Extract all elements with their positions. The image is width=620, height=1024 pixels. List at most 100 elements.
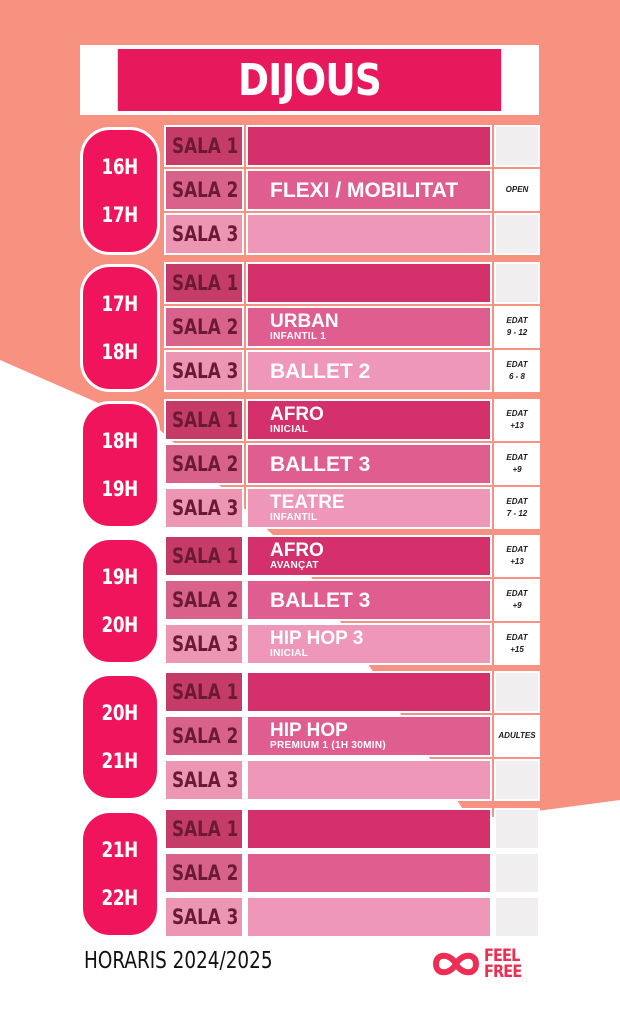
time-range-pill: 21H 22H bbox=[80, 810, 160, 938]
schedule-row: SALA 1 bbox=[164, 262, 540, 304]
room-label: SALA 2 bbox=[164, 715, 244, 757]
activity-name: BALLET 3 bbox=[270, 452, 371, 476]
room-label: SALA 3 bbox=[164, 623, 244, 665]
age-cell: EDAT +9 bbox=[494, 579, 540, 621]
title-banner: DIJOUS bbox=[80, 45, 539, 115]
time-range-pill: 17H 18H bbox=[80, 264, 160, 392]
room-label-text: SALA 3 bbox=[172, 632, 239, 656]
activity-cell: HIP HOP 3 INICIAL bbox=[246, 623, 492, 665]
room-label-text: SALA 3 bbox=[172, 222, 239, 246]
schedule-row: SALA 1 AFRO INICIAL EDAT +13 bbox=[164, 399, 540, 441]
room-label-text: SALA 1 bbox=[172, 817, 239, 841]
age-cell bbox=[494, 213, 540, 255]
activity-name: BALLET 3 bbox=[270, 588, 371, 612]
activity-name: FLEXI / MOBILITAT bbox=[270, 178, 459, 202]
age-label: EDAT bbox=[506, 453, 528, 462]
room-label: SALA 1 bbox=[164, 535, 244, 577]
time-block: 19H 20H SALA 1 AFRO AVANÇAT EDAT +13 SALA 2 BALL… bbox=[80, 535, 540, 667]
activity-cell bbox=[246, 671, 492, 713]
activity-cell: BALLET 3 bbox=[246, 443, 492, 485]
end-time: 18H bbox=[101, 340, 139, 364]
start-time: 21H bbox=[101, 838, 139, 862]
activity-name: AFRO bbox=[270, 404, 324, 425]
end-time: 19H bbox=[101, 477, 139, 501]
room-label: SALA 2 bbox=[164, 852, 244, 894]
activity-cell bbox=[246, 896, 492, 938]
age-label: EDAT bbox=[506, 633, 528, 642]
activity-cell bbox=[246, 759, 492, 801]
schedule-row: SALA 2 HIP HOP PREMIUM 1 (1H 30MIN) ADULTES bbox=[164, 715, 540, 757]
room-label-text: SALA 2 bbox=[172, 178, 239, 202]
age-cell: ADULTES bbox=[494, 715, 540, 757]
activity-level: INFANTIL 1 bbox=[270, 331, 327, 342]
time-block: 21H 22H SALA 1 SALA 2 SALA 3 bbox=[80, 808, 540, 940]
activity-cell bbox=[246, 262, 492, 304]
activity-name: BALLET 2 bbox=[270, 359, 371, 383]
room-label: SALA 3 bbox=[164, 896, 244, 938]
room-label-text: SALA 2 bbox=[172, 452, 239, 476]
end-time: 17H bbox=[101, 203, 139, 227]
time-block: 20H 21H SALA 1 SALA 2 HIP HOP PREMIUM 1 (1H 3… bbox=[80, 671, 540, 803]
age-cell bbox=[494, 808, 540, 850]
activity-level: INICIAL bbox=[270, 648, 309, 659]
activity-level: INICIAL bbox=[270, 424, 309, 435]
schedule-row: SALA 3 bbox=[164, 896, 540, 938]
room-label: SALA 1 bbox=[164, 808, 244, 850]
room-label-text: SALA 2 bbox=[172, 861, 239, 885]
schedule-row: SALA 2 BALLET 3 EDAT +9 bbox=[164, 443, 540, 485]
room-label: SALA 1 bbox=[164, 125, 244, 167]
activity-cell: AFRO AVANÇAT bbox=[246, 535, 492, 577]
age-cell: EDAT +15 bbox=[494, 623, 540, 665]
age-cell: EDAT 9 - 12 bbox=[494, 306, 540, 348]
age-cell bbox=[494, 671, 540, 713]
activity-cell bbox=[246, 808, 492, 850]
activity-name: HIP HOP bbox=[270, 720, 348, 741]
age-cell: EDAT 6 - 8 bbox=[494, 350, 540, 392]
room-label: SALA 3 bbox=[164, 350, 244, 392]
start-time: 19H bbox=[101, 565, 139, 589]
age-label: EDAT bbox=[506, 316, 528, 325]
room-label-text: SALA 2 bbox=[172, 724, 239, 748]
start-time: 16H bbox=[101, 155, 139, 179]
time-range-pill: 19H 20H bbox=[80, 537, 160, 665]
schedule-row: SALA 3 bbox=[164, 759, 540, 801]
age-range: +13 bbox=[510, 421, 524, 430]
room-label: SALA 1 bbox=[164, 262, 244, 304]
infinity-logo-icon bbox=[432, 952, 480, 976]
room-label-text: SALA 1 bbox=[172, 544, 239, 568]
age-label: EDAT bbox=[506, 360, 528, 369]
activity-level: INFANTIL bbox=[270, 512, 318, 523]
activity-cell bbox=[246, 213, 492, 255]
age-range: 7 - 12 bbox=[506, 509, 528, 518]
time-block: 16H 17H SALA 1 SALA 2 FLEXI / MOBILITAT OPEN S… bbox=[80, 125, 540, 257]
activity-cell: BALLET 2 bbox=[246, 350, 492, 392]
age-label: ADULTES bbox=[498, 731, 536, 740]
age-cell: OPEN bbox=[494, 169, 540, 211]
schedule-row: SALA 3 bbox=[164, 213, 540, 255]
logo-line-feel: FEEL bbox=[484, 946, 520, 966]
age-range: +13 bbox=[510, 557, 524, 566]
activity-name: HIP HOP 3 bbox=[270, 628, 364, 649]
room-label: SALA 2 bbox=[164, 443, 244, 485]
room-label-text: SALA 2 bbox=[172, 315, 239, 339]
age-cell bbox=[494, 852, 540, 894]
room-label-text: SALA 3 bbox=[172, 905, 239, 929]
age-label: EDAT bbox=[506, 497, 528, 506]
activity-name: URBAN bbox=[270, 311, 339, 332]
schedule-row: SALA 3 HIP HOP 3 INICIAL EDAT +15 bbox=[164, 623, 540, 665]
room-label: SALA 3 bbox=[164, 487, 244, 529]
age-range: 9 - 12 bbox=[506, 328, 528, 337]
schedule-row: SALA 2 BALLET 3 EDAT +9 bbox=[164, 579, 540, 621]
end-time: 21H bbox=[101, 749, 139, 773]
room-label: SALA 3 bbox=[164, 759, 244, 801]
time-range-pill: 20H 21H bbox=[80, 673, 160, 801]
age-range: 6 - 8 bbox=[508, 372, 525, 381]
age-cell: EDAT 7 - 12 bbox=[494, 487, 540, 529]
age-label: OPEN bbox=[505, 185, 529, 194]
feel-free-logo: FEEL FREE bbox=[432, 944, 542, 984]
logo-line-free: FREE bbox=[484, 962, 522, 982]
room-label-text: SALA 1 bbox=[172, 680, 239, 704]
activity-cell: TEATRE INFANTIL bbox=[246, 487, 492, 529]
room-label: SALA 1 bbox=[164, 399, 244, 441]
room-label-text: SALA 2 bbox=[172, 588, 239, 612]
